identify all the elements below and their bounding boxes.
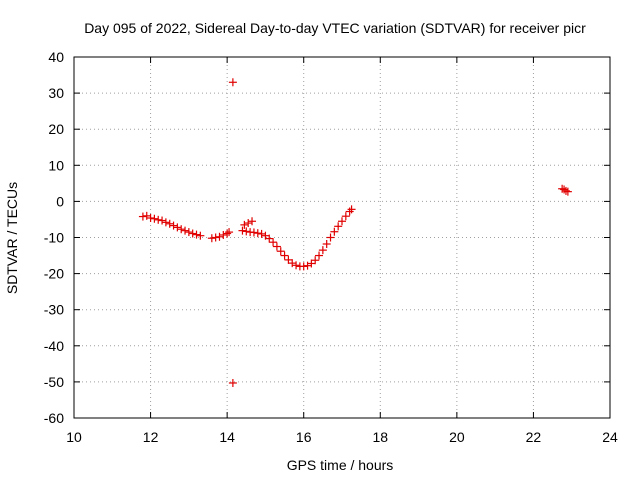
y-axis-title: SDTVAR / TECUs: [4, 182, 20, 294]
data-point: [334, 222, 343, 231]
data-point: [192, 230, 201, 239]
data-point: [223, 229, 232, 238]
data-point: [181, 226, 190, 235]
chart-title: Day 095 of 2022, Sidereal Day-to-day VTE…: [84, 20, 586, 36]
data-point: [347, 205, 356, 214]
data-point: [561, 186, 570, 195]
data-point: [207, 234, 216, 243]
data-point: [315, 251, 324, 260]
y-tick-label: 30: [48, 85, 64, 101]
data-point: [150, 214, 159, 223]
data-point: [303, 261, 312, 270]
y-tick-label: -60: [44, 410, 64, 426]
data-point: [225, 228, 234, 237]
y-tick-label: -30: [44, 302, 64, 318]
data-point: [341, 212, 350, 221]
data-point: [311, 256, 320, 265]
data-point: [560, 185, 569, 194]
data-point: [330, 227, 339, 236]
data-point: [184, 228, 193, 237]
data-point: [177, 225, 186, 234]
data-point: [244, 219, 253, 228]
data-point: [188, 229, 197, 238]
x-tick-label: 14: [219, 429, 235, 445]
data-point: [318, 246, 327, 255]
data-point: [165, 219, 174, 228]
x-tick-label: 18: [372, 429, 388, 445]
data-point: [173, 223, 182, 232]
data-point: [276, 247, 285, 256]
y-tick-label: -10: [44, 230, 64, 246]
x-tick-label: 22: [526, 429, 542, 445]
data-point: [158, 216, 167, 225]
data-point: [248, 217, 257, 226]
data-point: [154, 215, 163, 224]
data-point: [345, 207, 354, 216]
x-tick-label: 16: [296, 429, 312, 445]
y-tick-label: 10: [48, 157, 64, 173]
x-tick-label: 24: [602, 429, 618, 445]
data-point: [240, 220, 249, 229]
x-tick-label: 12: [143, 429, 159, 445]
data-point: [265, 234, 274, 243]
data-point: [322, 239, 331, 248]
data-point: [280, 251, 289, 260]
y-tick-label: -50: [44, 374, 64, 390]
data-point: [228, 378, 237, 387]
data-point: [299, 262, 308, 271]
x-tick-label: 20: [449, 429, 465, 445]
y-tick-label: -20: [44, 266, 64, 282]
data-point: [242, 227, 251, 236]
data-point: [142, 211, 151, 220]
data-point: [257, 229, 266, 238]
data-point: [272, 242, 281, 251]
x-axis-title: GPS time / hours: [287, 457, 394, 473]
axis-ticks: 10 12 14 16 18 20 22 24 40 30 20 10 0 -10 -20 -30 -40 -50…: [44, 49, 618, 445]
data-series: [138, 78, 572, 387]
data-point: [138, 212, 147, 221]
y-tick-label: 20: [48, 121, 64, 137]
data-point: [161, 218, 170, 227]
data-point: [169, 221, 178, 230]
data-point: [146, 214, 155, 223]
data-point: [269, 238, 278, 247]
data-point: [253, 229, 262, 238]
data-point: [338, 217, 346, 226]
y-tick-label: 40: [48, 49, 64, 65]
data-point: [326, 233, 335, 242]
data-point: [228, 78, 237, 87]
y-tick-label: -40: [44, 338, 64, 354]
data-point: [292, 261, 301, 270]
data-point: [211, 233, 220, 242]
data-point: [238, 226, 247, 235]
grid-lines: [74, 57, 610, 418]
x-tick-label: 10: [66, 429, 82, 445]
data-point: [215, 232, 224, 241]
y-tick-label: 0: [56, 193, 64, 209]
data-point: [249, 228, 258, 237]
data-point: [196, 231, 205, 240]
data-point: [219, 230, 228, 239]
data-point: [563, 187, 572, 196]
